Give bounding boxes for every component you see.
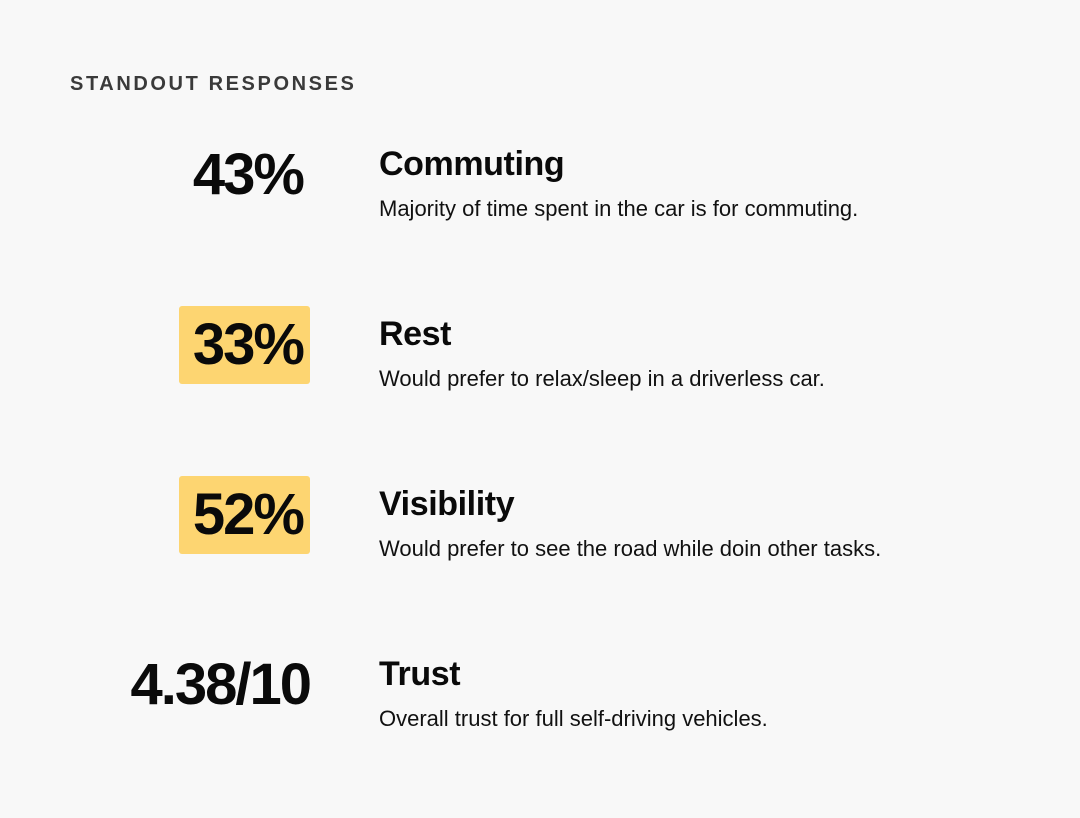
response-description: Would prefer to see the road while doin … xyxy=(379,536,882,561)
stat-value-highlighted: 33% xyxy=(178,306,310,384)
response-description: Overall trust for full self-driving vehi… xyxy=(379,706,768,731)
response-description: Majority of time spent in the car is for… xyxy=(379,196,859,221)
response-text: Visibility Would prefer to see the road … xyxy=(379,476,881,563)
response-heading: Commuting xyxy=(379,145,565,183)
response-heading: Visibility xyxy=(379,485,515,523)
stat-container: 4.38/10 xyxy=(116,646,312,724)
stat-container: 43% xyxy=(179,136,310,214)
response-row-visibility: 52% Visibility Would prefer to see the r… xyxy=(0,476,1080,566)
response-row-trust: 4.38/10 Trust Overall trust for full sel… xyxy=(0,646,1080,736)
response-row-rest: 33% Rest Would prefer to relax/sleep in … xyxy=(0,306,1080,396)
stat-container: 33% xyxy=(178,306,310,384)
response-heading: Rest xyxy=(379,315,452,353)
stat-value: 4.38/10 xyxy=(130,652,312,717)
response-row-commuting: 43% Commuting Majority of time spent in … xyxy=(0,136,1080,226)
response-description: Would prefer to relax/sleep in a driverl… xyxy=(379,366,825,391)
response-text: Trust Overall trust for full self-drivin… xyxy=(379,646,768,733)
stat-container: 52% xyxy=(178,476,310,554)
section-title: STANDOUT RESPONSES xyxy=(70,73,357,95)
stat-value-highlighted: 52% xyxy=(178,476,310,554)
response-text: Commuting Majority of time spent in the … xyxy=(379,136,858,223)
response-heading: Trust xyxy=(379,655,461,693)
response-text: Rest Would prefer to relax/sleep in a dr… xyxy=(379,306,825,393)
stat-value: 43% xyxy=(192,142,305,207)
